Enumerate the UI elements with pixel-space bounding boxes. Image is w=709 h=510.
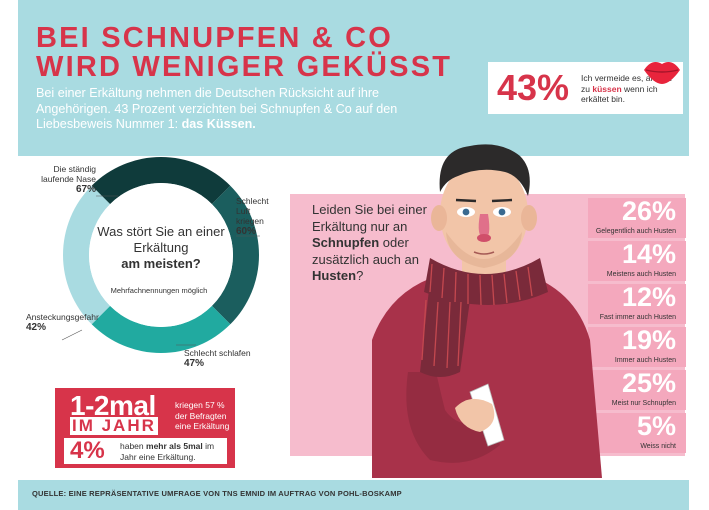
cough-row-percent: 14% [621, 239, 676, 269]
cough-row-bg [588, 413, 686, 453]
cough-row-label: Gelegentlich auch Husten [595, 228, 676, 235]
donut-question: Was stört Sie an einer Erkältung am meis… [84, 224, 238, 272]
donut-value-sleep: 47% [184, 358, 205, 369]
intro-text-highlight: das Küssen. [181, 117, 256, 131]
donut-question-bold: am meisten? [121, 256, 201, 271]
donut-leader-lines [61, 195, 260, 346]
cough-row-percent: 25% [621, 368, 676, 398]
cough-question-end: ? [356, 268, 364, 283]
cough-row-label: Weiss nicht [640, 443, 676, 450]
donut-segment-air [211, 185, 259, 325]
donut-value-air: 60% [236, 226, 257, 237]
cough-question: Leiden Sie bei einer Erkältung nur an Sc… [312, 202, 452, 285]
intro-text-body: Bei einer Erkältung nehmen die Deutschen… [36, 86, 398, 131]
cough-question-mid: oder zusätzlich auch an [312, 235, 419, 267]
frequency-second-text: haben mehr als 5mal im Jahr eine Erkältu… [120, 441, 230, 462]
donut-label-air: Schlecht Luft kriegen 60% [236, 196, 276, 237]
donut-segment-sleep [91, 305, 231, 353]
donut-value-nose: 67% [75, 184, 96, 195]
headline-line-1: BEI SCHNUPFEN & CO [36, 22, 394, 54]
cough-row-label: Fast immer auch Husten [599, 314, 676, 321]
frequency-second-percent: 4% [70, 437, 105, 464]
donut-segment-contagion [63, 185, 111, 325]
frequency-second-pre: haben [120, 441, 144, 451]
cough-row-bg [588, 284, 686, 324]
frequency-inner-box [64, 438, 227, 464]
cough-row-bg [588, 370, 686, 410]
donut-label-nose-text: Die ständig laufende Nase [41, 164, 96, 184]
donut-label-air-text: Schlecht Luft kriegen [236, 196, 269, 226]
headline-line-2: WIRD WENIGER GEKÜSST [36, 51, 453, 83]
donut-question-text: Was stört Sie an einer Erkältung [97, 224, 225, 255]
cough-row-bg [588, 327, 686, 367]
sick-man-illustration [372, 144, 602, 478]
cough-row-percent: 5% [636, 411, 676, 441]
cough-row-percent: 19% [621, 325, 676, 355]
kiss-stat-text-after: wenn ich erkältet bin. [581, 83, 658, 105]
frequency-second-post: im Jahr eine Erkältung. [120, 441, 215, 462]
frequency-second-bold: mehr als 5mal [146, 441, 203, 451]
donut-value-contagion: 42% [26, 322, 47, 333]
cough-question-cough: Husten [312, 268, 357, 283]
frequency-main: 1-2mal [70, 390, 156, 421]
cough-row-bg [588, 241, 686, 281]
donut-label-sleep: Schlecht schlafen 47% [184, 348, 264, 369]
cough-row-label: Meistens auch Husten [606, 271, 676, 278]
donut-label-nose: Die ständig laufende Nase 67% [36, 164, 96, 195]
kiss-stat-text-before: Ich vermeide es, andere zu [581, 73, 673, 94]
lips-icon [644, 62, 680, 84]
kiss-stat-text-highlight: küssen [592, 83, 622, 94]
cough-question-pre: Leiden Sie bei einer Erkältung nur an [312, 202, 427, 234]
frequency-sub: IM JAHR [70, 416, 158, 435]
donut-label-sleep-text: Schlecht schlafen [184, 348, 251, 358]
donut-segment-nose [91, 157, 231, 205]
cough-row-bg [588, 198, 686, 238]
cough-row-percent: 12% [621, 282, 676, 312]
cough-row-label: Immer auch Husten [614, 357, 676, 364]
donut-label-contagion: Ansteckungsgefahr 42% [26, 312, 99, 333]
footer-background [18, 480, 689, 510]
donut-note: Mehrfachnennungen möglich [110, 286, 208, 295]
kiss-stat-text: Ich vermeide es, andere zu küssen wenn i… [581, 73, 681, 105]
frequency-text: kriegen 57 % der Befragten eine Erkältun… [175, 400, 230, 431]
donut-chart [63, 157, 259, 353]
donut-label-contagion-text: Ansteckungsgefahr [26, 312, 99, 322]
cough-row-percent: 26% [621, 196, 676, 226]
kiss-stat-percent: 43% [497, 67, 570, 108]
cough-row-label: Meist nur Schnupfen [611, 400, 676, 407]
intro-text: Bei einer Erkältung nehmen die Deutschen… [36, 86, 456, 133]
donut-center [89, 183, 233, 327]
cough-question-runny: Schnupfen [312, 235, 380, 250]
source-note: QUELLE: EINE REPRÄSENTATIVE UMFRAGE VON … [32, 489, 402, 498]
